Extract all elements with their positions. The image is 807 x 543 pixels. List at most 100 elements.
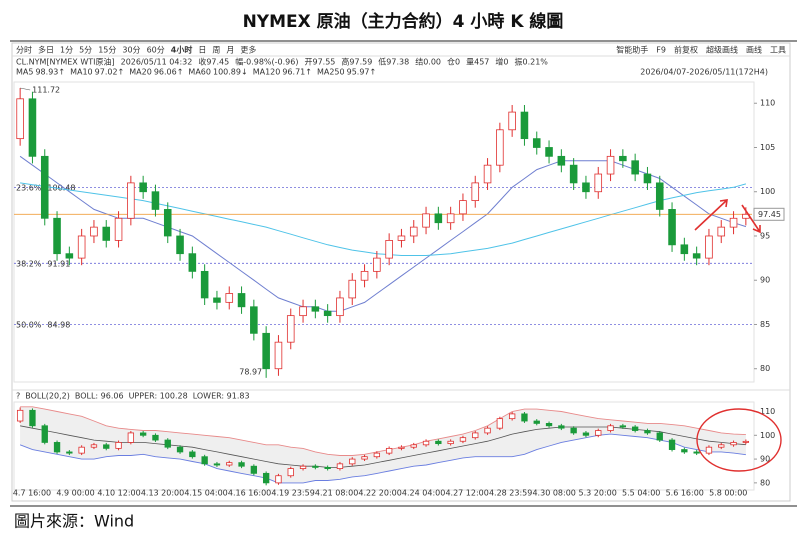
annotation <box>694 199 782 472</box>
fib-label: 50.0% 84.98 <box>16 320 70 329</box>
candle-body <box>508 413 516 420</box>
candle-body <box>409 226 418 237</box>
toolbar-tab[interactable]: 日 <box>198 46 206 55</box>
candle-body <box>459 437 467 442</box>
candle-body <box>705 446 713 454</box>
y-tick-label: 80 <box>760 478 770 487</box>
candle-body <box>385 447 393 454</box>
toolbar-button[interactable]: 智能助手 <box>616 45 648 55</box>
ma-name: MA10 <box>70 68 93 77</box>
candle-body <box>705 235 713 259</box>
toolbar-tab[interactable]: 1分 <box>60 46 73 55</box>
candle-body <box>262 332 270 370</box>
last-price-box <box>753 207 785 221</box>
candle-body <box>631 426 639 431</box>
y-tick-label: 100 <box>760 187 775 196</box>
toolbar-tab[interactable]: 5分 <box>79 46 92 55</box>
x-tick-label: 4.19 23:59 <box>271 489 314 498</box>
candle-body <box>558 425 565 429</box>
candle-body <box>151 191 160 210</box>
toolbar-button[interactable]: 超级画线 <box>706 45 738 55</box>
boll-upper <box>20 406 746 456</box>
boll-help: ? <box>16 392 20 401</box>
fib-pct: 50.0% <box>16 320 42 329</box>
candle-body <box>655 182 664 210</box>
candle-body <box>668 209 676 246</box>
x-tick-label: 4.22 20:00 <box>358 489 401 498</box>
toolbar-button[interactable]: 工具 <box>770 46 786 55</box>
candle-body <box>336 463 344 469</box>
main-panel <box>13 81 755 383</box>
y-tick-label: 90 <box>760 455 770 464</box>
candle-body <box>237 293 246 308</box>
y-tick-label: 110 <box>760 99 775 108</box>
x-tick-label: 4.9 00:00 <box>56 489 94 498</box>
candle-body <box>397 235 406 241</box>
x-tick-label: 4.13 20:00 <box>141 489 184 498</box>
toolbar-button[interactable]: F9 <box>656 46 666 55</box>
candle-body <box>631 160 639 175</box>
high-annotation: 111.72 <box>32 86 60 95</box>
x-tick-label: 5.6 16:00 <box>666 489 704 498</box>
candle-body <box>103 444 110 449</box>
y-tick-label: 95 <box>760 231 770 240</box>
candle-body <box>582 182 590 193</box>
chart-title: NYMEX 原油（主力合約）4 小時 K 線圖 <box>243 11 564 32</box>
ma-reading: 97.02↑ <box>95 68 125 77</box>
toolbar-tab[interactable]: 4小时 <box>171 45 193 55</box>
candle-body <box>176 446 184 453</box>
candle-body <box>472 432 479 439</box>
toolbar-tab[interactable]: 多日 <box>38 45 54 55</box>
y-tick-label: 110 <box>760 407 775 416</box>
candle-body <box>385 240 393 259</box>
candle-body <box>286 315 295 343</box>
candle-body <box>446 213 455 224</box>
candle-body <box>521 413 528 422</box>
candle-body <box>459 200 467 215</box>
candle-body <box>139 432 147 436</box>
toolbar-button[interactable]: 前复权 <box>674 45 698 55</box>
ma-reading: 96.06↑ <box>154 68 184 77</box>
red-circle <box>696 408 782 472</box>
toolbar-tab[interactable]: 30分 <box>122 46 140 55</box>
candle-body <box>607 425 614 431</box>
toolbar-tab[interactable]: 月 <box>226 46 234 55</box>
candle-body <box>545 147 553 157</box>
toolbar-button[interactable]: 画线 <box>746 45 762 55</box>
x-tick-label: 4.7 16:00 <box>13 489 51 498</box>
red-arrow <box>694 199 728 231</box>
candle-body <box>619 155 627 162</box>
candle-body <box>533 420 540 424</box>
toolbar-tab[interactable]: 15分 <box>98 46 116 55</box>
candle-body <box>238 462 245 467</box>
toolbar-tab[interactable]: 60分 <box>147 46 165 55</box>
candle-body <box>312 465 319 468</box>
ma-reading: 95.97↑ <box>347 68 377 77</box>
candle-body <box>569 164 578 184</box>
candle-body <box>398 446 405 449</box>
candle-body <box>693 451 700 454</box>
ma-name: MA20 <box>129 68 152 77</box>
info-item: 振0.21% <box>514 57 548 67</box>
high-pointer <box>20 87 31 91</box>
candle-body <box>139 182 147 193</box>
boll-reading: UPPER: 100.28 <box>129 392 188 401</box>
candle-body <box>570 427 577 434</box>
candle-body <box>201 456 208 465</box>
candle-body <box>213 463 221 466</box>
candle-body <box>226 462 233 466</box>
candle-body <box>594 173 603 193</box>
info-item: 仓0 <box>447 57 460 67</box>
candle-body <box>115 442 122 449</box>
ma-name: MA120 <box>253 68 281 77</box>
candle-body <box>77 235 86 259</box>
candle-body <box>643 173 652 184</box>
candle-body <box>557 155 566 166</box>
toolbar-tab[interactable]: 更多 <box>240 45 256 55</box>
toolbar-tab[interactable]: 周 <box>212 46 220 55</box>
candle-body <box>213 297 221 303</box>
y-tick-label: 90 <box>760 276 770 285</box>
toolbar-tab[interactable]: 分时 <box>16 45 32 55</box>
ma-line <box>19 155 747 312</box>
